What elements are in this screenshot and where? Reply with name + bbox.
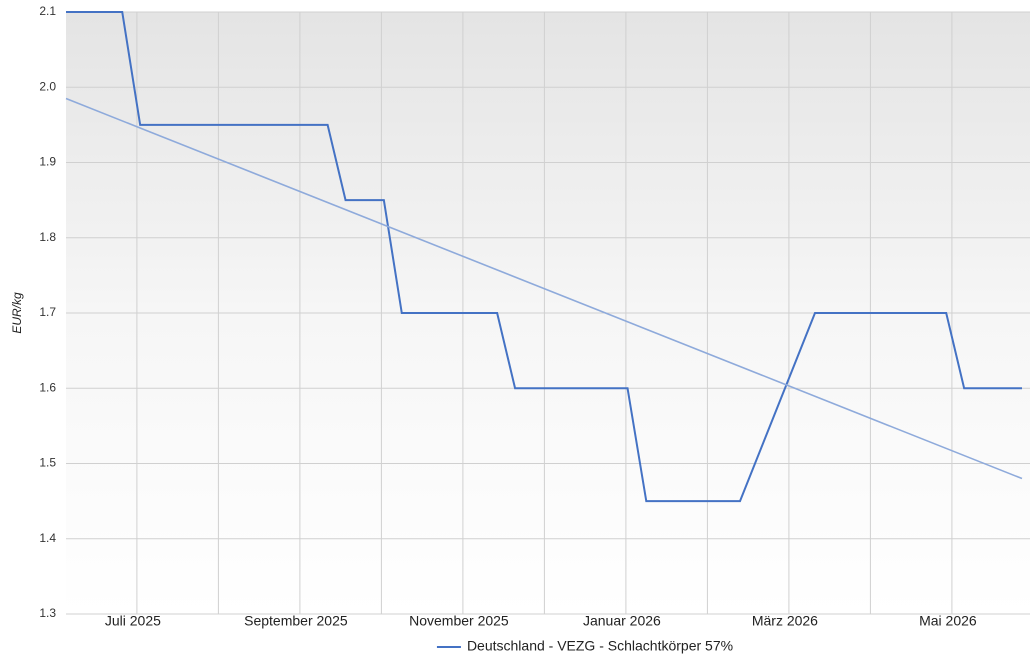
x-tick-label: November 2025 <box>409 613 509 629</box>
y-tick-label: 1.6 <box>39 380 56 394</box>
y-tick-label: 2.0 <box>39 79 56 93</box>
legend-label: Deutschland - VEZG - Schlachtkörper 57% <box>467 638 733 654</box>
y-tick-label: 1.8 <box>39 230 56 244</box>
x-tick-label: März 2026 <box>752 613 818 629</box>
y-tick-label: 1.3 <box>39 606 56 620</box>
series-line <box>66 11 1022 503</box>
y-tick-label: 1.4 <box>39 531 56 545</box>
y-tick-label: 1.5 <box>39 456 56 470</box>
x-tick-label: Juli 2025 <box>105 613 161 629</box>
y-tick-label: 2.1 <box>39 4 56 18</box>
x-tick-label: September 2025 <box>244 613 348 629</box>
x-tick-label: Januar 2026 <box>583 613 661 629</box>
y-tick-label: 1.7 <box>39 305 56 319</box>
series-line <box>65 97 1023 480</box>
y-tick-label: 1.9 <box>39 155 56 169</box>
y-axis-label: EUR/kg <box>10 292 24 334</box>
x-tick-label: Mai 2026 <box>919 613 977 629</box>
